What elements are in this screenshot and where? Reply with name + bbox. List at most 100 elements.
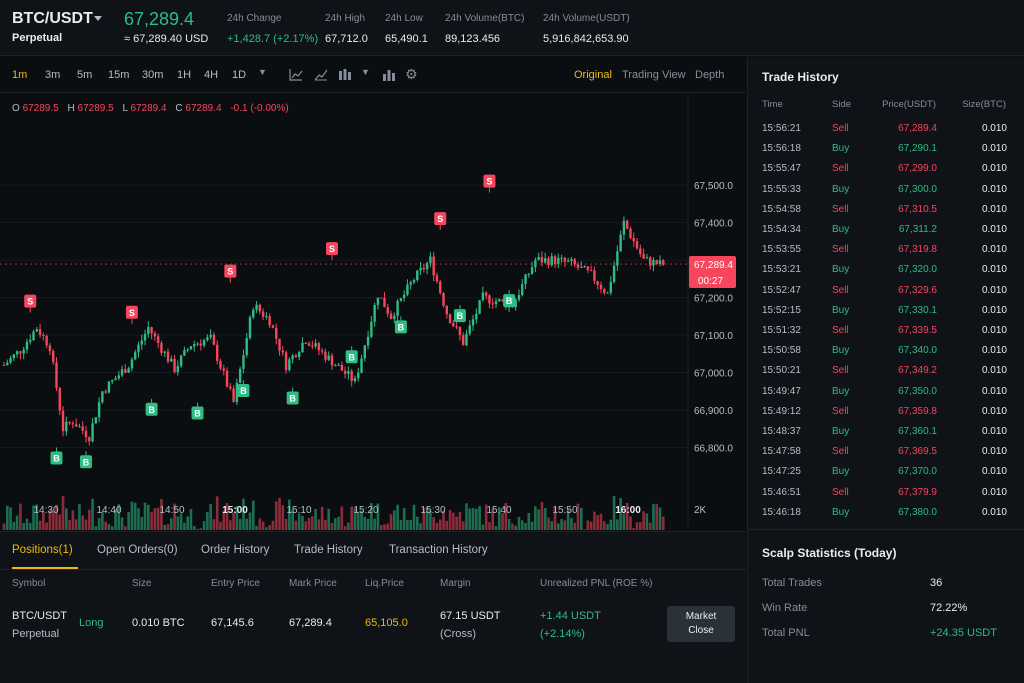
timeframe-5m[interactable]: 5m [77,69,93,81]
buy-marker[interactable]: B [145,398,158,416]
buy-marker[interactable]: B [80,451,92,469]
volume-bar [471,508,475,530]
trade-side: Sell [832,123,849,134]
y-tick-label: 67,100.0 [694,331,733,342]
volume-bar [45,522,48,530]
chevron-down-icon[interactable] [94,16,102,21]
candle-body [573,259,576,265]
col-header-mark-price: Mark Price [289,578,337,589]
marker-badge [191,406,204,420]
buy-marker[interactable]: B [237,380,250,398]
sell-marker[interactable]: S [224,264,237,283]
line-chart-icon[interactable] [314,69,328,81]
y-tick-label: 67,400.0 [694,219,733,230]
volume-bar [114,509,117,530]
buy-marker[interactable]: B [345,346,358,364]
col-header-size: Size [132,578,152,589]
volume-bar [425,507,429,530]
sell-marker[interactable]: S [326,242,338,261]
volume-bar [625,503,629,530]
position-liq-price: 65,105.0 [365,617,408,629]
candle-body [137,344,140,353]
symbol-selector[interactable]: BTC/USDT [12,10,93,27]
sell-marker[interactable]: S [434,212,447,231]
timeframe-1d[interactable]: 1D [232,69,247,81]
volume-bar [360,510,363,530]
volume-bar [622,513,626,530]
marker-badge [50,451,63,465]
tab-positions[interactable]: Positions(1) [12,544,73,556]
candle-body [593,270,596,282]
volume-bar [504,503,508,530]
candle-body [78,426,81,428]
candle-body [261,311,265,317]
buy-marker[interactable]: B [50,447,63,465]
sell-marker[interactable]: S [483,174,496,193]
indicator-icon[interactable] [289,69,303,81]
view-tab-trading-view[interactable]: Trading View [622,69,686,81]
more-timeframes-chevron-icon[interactable]: ▼ [258,67,267,77]
volume-bar [242,498,245,530]
candle-body [347,371,350,374]
trade-price: 67,340.0 [898,345,937,357]
sell-marker[interactable]: S [24,294,37,313]
tab-trade-history[interactable]: Trade History [294,544,363,556]
candle-body [373,305,376,322]
volume-bar [606,524,609,530]
gear-icon[interactable]: ⚙ [405,66,418,82]
candle-body [563,257,567,262]
candlestick-type-icon[interactable] [338,69,352,81]
trade-side: Sell [832,163,849,175]
timeframe-3m[interactable]: 3m [45,69,61,81]
bar-settings-icon[interactable] [382,69,396,81]
buy-marker[interactable]: B [503,290,516,308]
ohlc-close-label: C [175,103,183,114]
volume-bar [379,525,383,530]
sell-marker[interactable]: S [125,305,138,324]
candle-body [498,299,501,302]
timeframe-1h[interactable]: 1H [177,69,192,81]
tab-transaction-history[interactable]: Transaction History [389,544,488,556]
tab-open-orders[interactable]: Open Orders(0) [97,544,178,556]
price-chart[interactable]: 67,500.067,400.067,300.067,200.067,100.0… [0,94,746,530]
volume-bar [383,524,386,530]
volume-bar [199,528,203,530]
chart-type-chevron-icon[interactable]: ▼ [361,67,370,77]
candle-body [547,258,550,266]
buy-marker[interactable]: B [191,402,204,420]
timeframe-1m[interactable]: 1m [12,69,28,81]
volume-bar [219,521,222,530]
volume-bar [251,500,255,530]
tab-order-history[interactable]: Order History [201,544,270,556]
view-tab-depth[interactable]: Depth [695,69,725,81]
x-tick-label: 14:40 [96,505,122,516]
trade-time: 15:49:47 [762,385,801,397]
candle-body [462,335,465,346]
candle-body [455,326,458,328]
timeframe-15m[interactable]: 15m [108,69,130,81]
timeframe-4h[interactable]: 4H [204,69,219,81]
candle-body [15,351,19,355]
trade-time: 15:55:33 [762,183,801,195]
view-tab-original[interactable]: Original [574,69,612,81]
candle-body [629,228,632,239]
volume-bar [511,523,514,530]
buy-marker[interactable]: B [453,305,466,323]
col-header-liq-price: Liq.Price [365,578,404,589]
trade-time: 15:47:58 [762,446,801,458]
timeframe-30m[interactable]: 30m [142,69,164,81]
candle-body [281,350,284,353]
candle-body [202,340,206,346]
candle-body [278,338,281,351]
market-close-button[interactable]: Market Close [667,606,735,642]
trade-row: 15:46:51 Sell 67,379.9 0.010 [748,487,1024,507]
candle-body [216,344,219,361]
buy-marker[interactable]: B [394,316,407,334]
candle-body [301,342,304,353]
volume-bar [81,515,85,530]
candle-body [88,437,91,442]
candle-body [163,351,166,353]
candle-body [596,281,599,285]
buy-marker[interactable]: B [286,387,299,405]
stat-24h-high: 24h High 67,712.0 [325,13,368,45]
